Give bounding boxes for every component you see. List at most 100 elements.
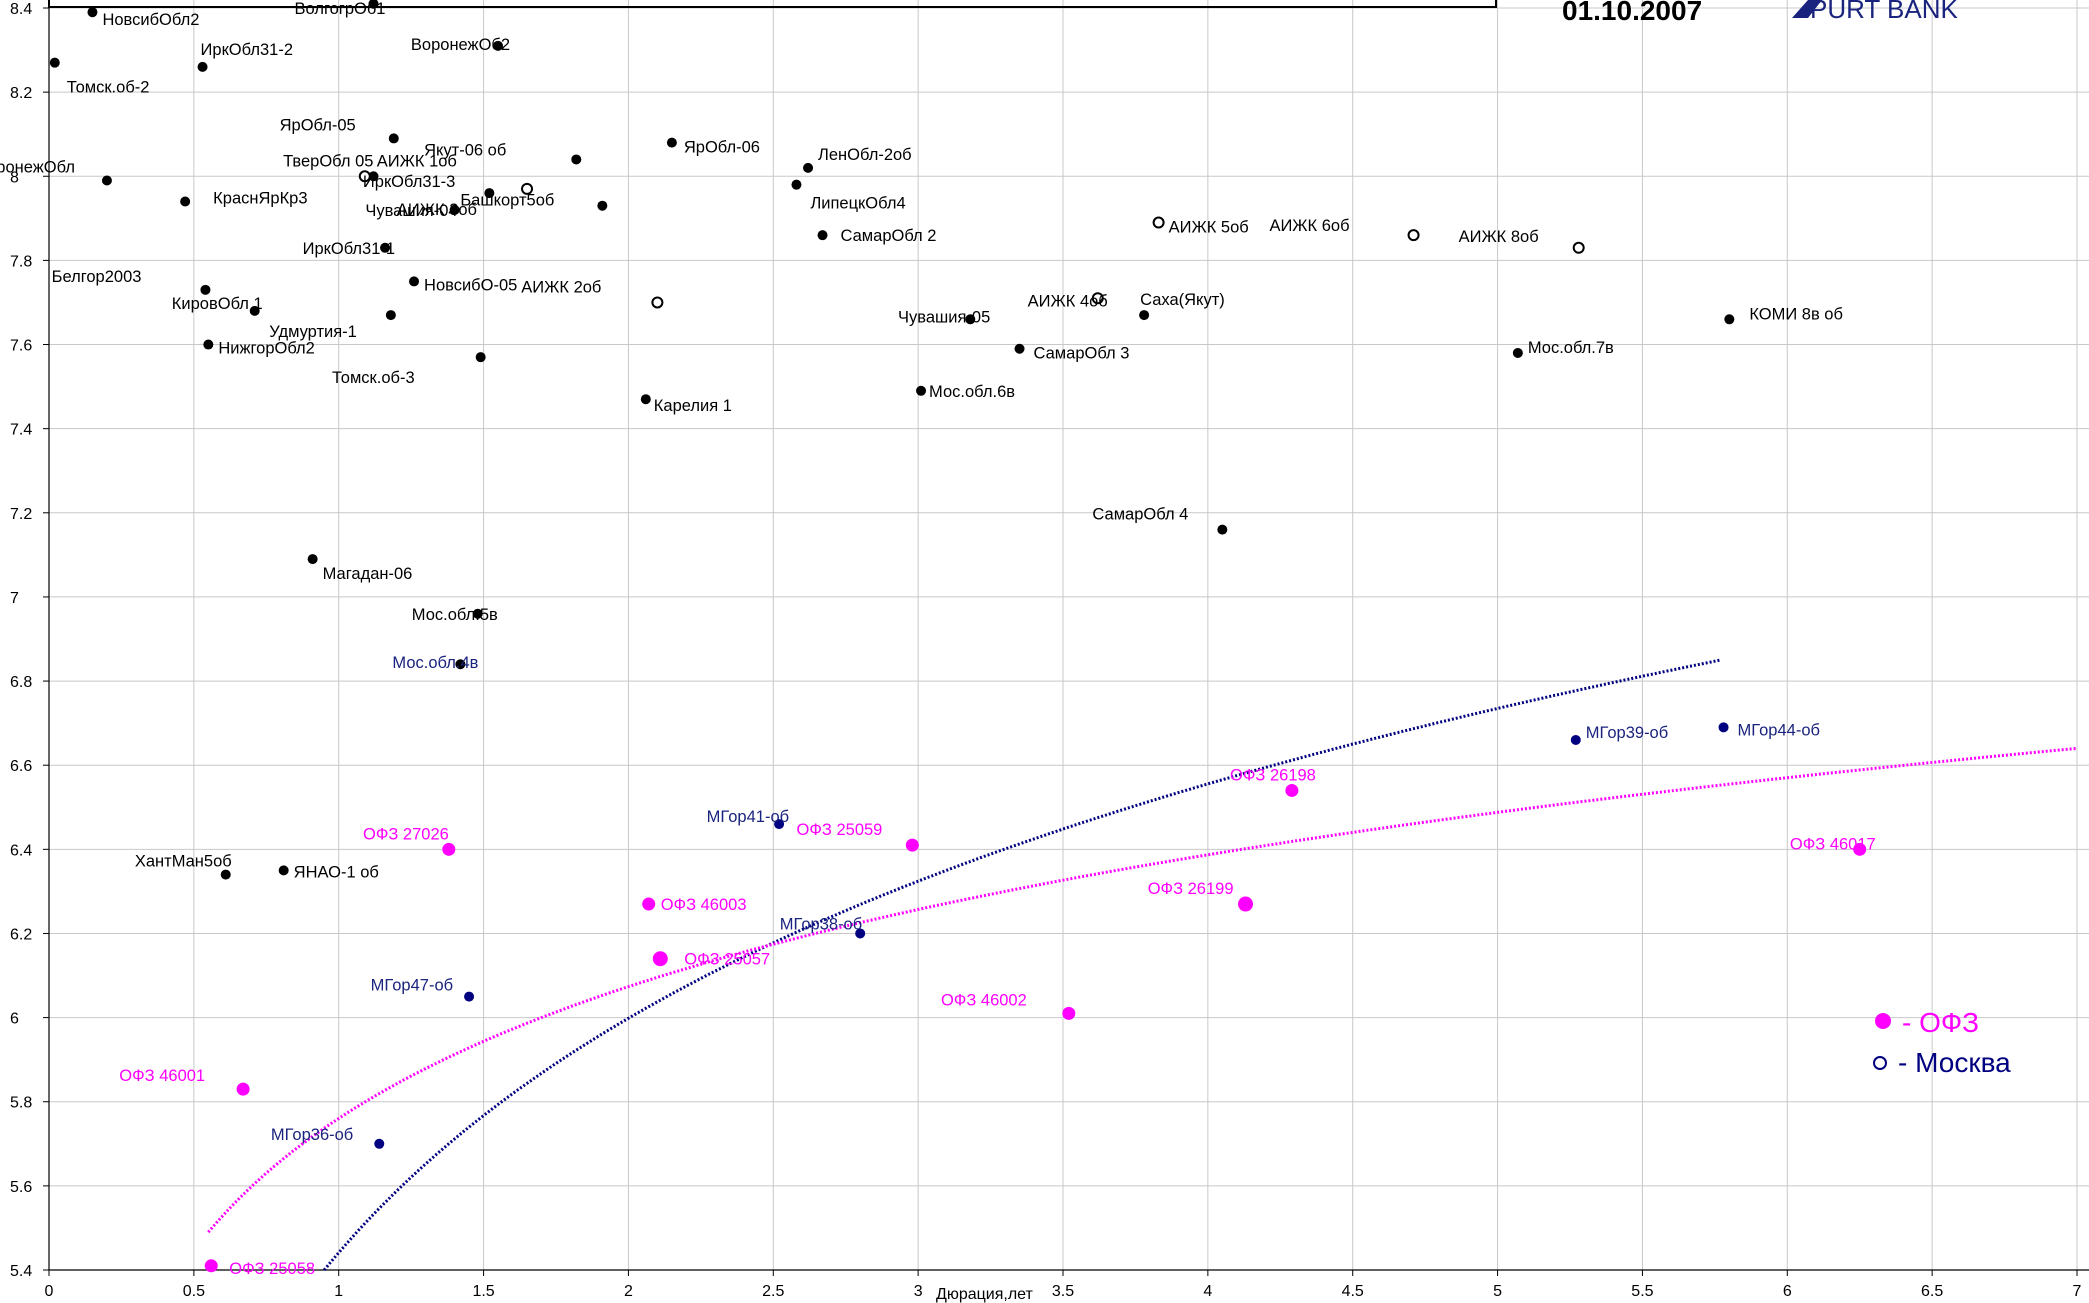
point-Регионы-33 <box>472 608 483 619</box>
point-АИЖК-4 <box>1152 216 1165 229</box>
point-label: ЯрОбл-05 <box>280 116 356 134</box>
point---ОФЗ-9 <box>204 1259 218 1273</box>
point-label: Магадан-06 <box>323 565 413 583</box>
x-tick-label: 3.5 <box>1052 1283 1074 1300</box>
point-Регионы-31 <box>1217 524 1228 535</box>
point-Регионы-7 <box>101 175 112 186</box>
point-label: ОФЗ 25058 <box>229 1260 315 1278</box>
y-tick-label: 7.6 <box>10 338 32 355</box>
y-tick-label: 6.4 <box>10 842 32 859</box>
point-label: Томск.об-2 <box>67 79 150 97</box>
point-АИЖК-0 <box>358 170 371 183</box>
point-АИЖК-3 <box>1091 292 1104 305</box>
x-tick-label: 1 <box>334 1283 343 1300</box>
point-Регионы-15 <box>791 179 802 190</box>
point-Регионы-1 <box>368 0 379 9</box>
x-tick-label: 5 <box>1493 1283 1502 1300</box>
point-АИЖК-2 <box>651 296 664 309</box>
point-label: ИркОбл31-2 <box>201 41 293 59</box>
point---Москва-5 <box>374 1138 385 1149</box>
point-label: Башкорт5об <box>460 192 554 210</box>
point---ОФЗ-1 <box>442 842 456 856</box>
point-Регионы-30 <box>1724 314 1735 325</box>
point-label: ХантМан5об <box>135 853 232 871</box>
point-Регионы-36 <box>278 865 289 876</box>
y-tick-label: 5.8 <box>10 1095 32 1112</box>
point-label: ТверОбл 05 <box>283 152 373 170</box>
y-tick-label: 8.2 <box>10 85 32 102</box>
grid <box>48 0 2089 1271</box>
point-Регионы-10 <box>449 204 460 215</box>
point-Регионы-2 <box>493 40 504 51</box>
point-label: ИркОбл31-1 <box>303 240 395 258</box>
date-label: 01.10.2007 <box>1562 0 1702 26</box>
point-label: ОФЗ 46017 <box>1790 835 1876 853</box>
x-tick-label: 4 <box>1203 1283 1212 1300</box>
point-label: Саха(Якут) <box>1140 291 1225 309</box>
y-tick-label: 5.6 <box>10 1179 32 1196</box>
point-label: НовсибО-05 <box>424 276 517 294</box>
y-tick-label: 7.2 <box>10 506 32 523</box>
point-label: СамарОбл 4 <box>1092 506 1188 524</box>
point-Регионы-19 <box>409 276 420 287</box>
point-label: АИЖК 5об <box>1169 219 1249 237</box>
x-tick-label: 0 <box>45 1283 54 1300</box>
point-label: ОФЗ 27026 <box>363 825 449 843</box>
point-Регионы-9 <box>484 188 495 199</box>
top-box-edge <box>48 0 1497 8</box>
point---ОФЗ-8 <box>236 1082 250 1096</box>
point-label: АИЖК 8об <box>1459 228 1539 246</box>
point-Регионы-0 <box>87 7 98 18</box>
legend-moscow-marker <box>1873 1056 1887 1070</box>
x-tick-label: 7 <box>2073 1283 2082 1300</box>
y-tick-label: 8 <box>10 169 19 186</box>
point-АИЖК-1 <box>521 182 534 195</box>
point-label: ОФЗ 46001 <box>119 1067 205 1085</box>
x-tick-label: 0.5 <box>183 1283 205 1300</box>
point-Регионы-5 <box>388 133 399 144</box>
point-Регионы-17 <box>380 242 391 253</box>
point-label: Мос.обл.6в <box>929 383 1015 401</box>
y-tick-label: 7 <box>10 590 19 607</box>
point-Регионы-28 <box>1139 310 1150 321</box>
point---Москва-4 <box>464 991 475 1002</box>
point-Регионы-14 <box>803 162 814 173</box>
point-label: МГор44-об <box>1738 721 1820 739</box>
legend-ofz-label: - ОФЗ <box>1902 1007 1979 1038</box>
point-label: ЯрОбл-06 <box>684 139 760 157</box>
point-label: МГор41-об <box>707 808 789 826</box>
point-label: ОФЗ 25057 <box>684 951 770 969</box>
y-tick-label: 6.8 <box>10 674 32 691</box>
data-points <box>49 0 1867 1273</box>
point-label: ОФЗ 46003 <box>661 896 747 914</box>
y-tick-label: 7.4 <box>10 422 32 439</box>
point-Регионы-34 <box>455 659 466 670</box>
point-Регионы-3 <box>197 61 208 72</box>
point---Москва-2 <box>774 819 785 830</box>
y-tick-label: 6 <box>10 1011 19 1028</box>
point-label: ВоронежОб2 <box>411 36 510 54</box>
point-label: Карелия 1 <box>654 397 732 415</box>
point---ОФЗ-4 <box>642 897 656 911</box>
point-АИЖК-5 <box>1407 229 1420 242</box>
point-label: ОФЗ 46002 <box>941 991 1027 1009</box>
x-tick-label: 6 <box>1783 1283 1792 1300</box>
bank-logo-mark <box>1792 0 1822 18</box>
point-label: МГор36-об <box>271 1126 353 1144</box>
point-Регионы-4 <box>49 57 60 68</box>
point-label: АИЖК 4об <box>1028 292 1108 310</box>
point-label: КировОбл 1 <box>172 295 263 313</box>
y-tick-label: 5.4 <box>10 1263 32 1280</box>
x-tick-label: 5.5 <box>1631 1283 1653 1300</box>
point-label: Мос.обл.5в <box>412 606 498 624</box>
trendline-1 <box>207 746 2078 1234</box>
point-Регионы-22 <box>203 339 214 350</box>
point-label: НовсибОбл2 <box>102 11 199 29</box>
point-Регионы-23 <box>475 352 486 363</box>
point---Москва-0 <box>1570 734 1581 745</box>
point-label: ЛенОбл-2об <box>818 146 912 164</box>
point---ОФЗ-0 <box>1285 783 1299 797</box>
point-label: МГор38-об <box>780 915 862 933</box>
point-label: ЛипецкОбл4 <box>810 195 905 213</box>
point-label: МГор39-об <box>1586 724 1668 742</box>
